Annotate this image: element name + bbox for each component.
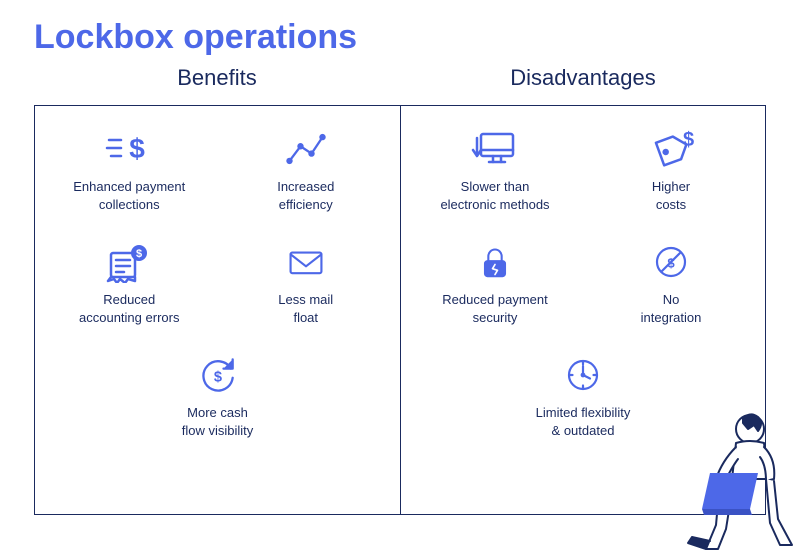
envelope-icon [281,241,331,283]
monitor-down-icon [470,128,520,170]
tag-dollar-icon: $ [646,128,696,170]
item-label: Higher costs [652,178,690,213]
item-clock: Limited flexibility & outdated [513,354,653,439]
invoice-coin-icon: $ [104,241,154,283]
item-label: Slower than electronic methods [440,178,549,213]
item-invoice-coin: $ Reduced accounting errors [59,241,199,326]
svg-text:$: $ [667,255,675,270]
clock-icon [558,354,608,396]
disadvantages-panel: Slower than electronic methods $ Higher co… [400,105,766,515]
chart-nodes-icon [281,128,331,170]
item-label: Less mail float [278,291,333,326]
benefits-panel: $ Enhanced payment collections Increased e… [34,105,400,515]
dollar-speed-icon: $ [104,128,154,170]
svg-text:$: $ [129,133,145,164]
comparison-container: Benefits $ Enhanced payment collections In… [0,65,800,546]
svg-text:$: $ [136,248,142,260]
svg-text:$: $ [213,370,221,386]
item-lock-broken: Reduced payment security [425,241,565,326]
item-tag-dollar: $ Higher costs [601,128,741,213]
item-label: More cash flow visibility [182,404,254,439]
refresh-dollar-icon: $ [193,354,243,396]
item-no-dollar: $ No integration [601,241,741,326]
item-label: Enhanced payment collections [73,178,185,213]
benefits-column: Benefits $ Enhanced payment collections In… [34,65,400,546]
lock-broken-icon [470,241,520,283]
disadvantages-column: Disadvantages Slower than electronic met… [400,65,766,546]
no-dollar-icon: $ [646,241,696,283]
page-title: Lockbox operations [0,0,800,65]
item-label: No integration [641,291,702,326]
item-label: Reduced accounting errors [79,291,179,326]
item-label: Increased efficiency [277,178,334,213]
item-label: Limited flexibility & outdated [536,404,631,439]
item-dollar-speed: $ Enhanced payment collections [59,128,199,213]
item-envelope: Less mail float [236,241,376,326]
item-monitor-down: Slower than electronic methods [425,128,565,213]
benefits-header: Benefits [34,65,400,91]
svg-text:$: $ [683,129,694,151]
item-chart-nodes: Increased efficiency [236,128,376,213]
item-refresh-dollar: $ More cash flow visibility [148,354,288,439]
item-label: Reduced payment security [442,291,548,326]
disadvantages-header: Disadvantages [400,65,766,91]
